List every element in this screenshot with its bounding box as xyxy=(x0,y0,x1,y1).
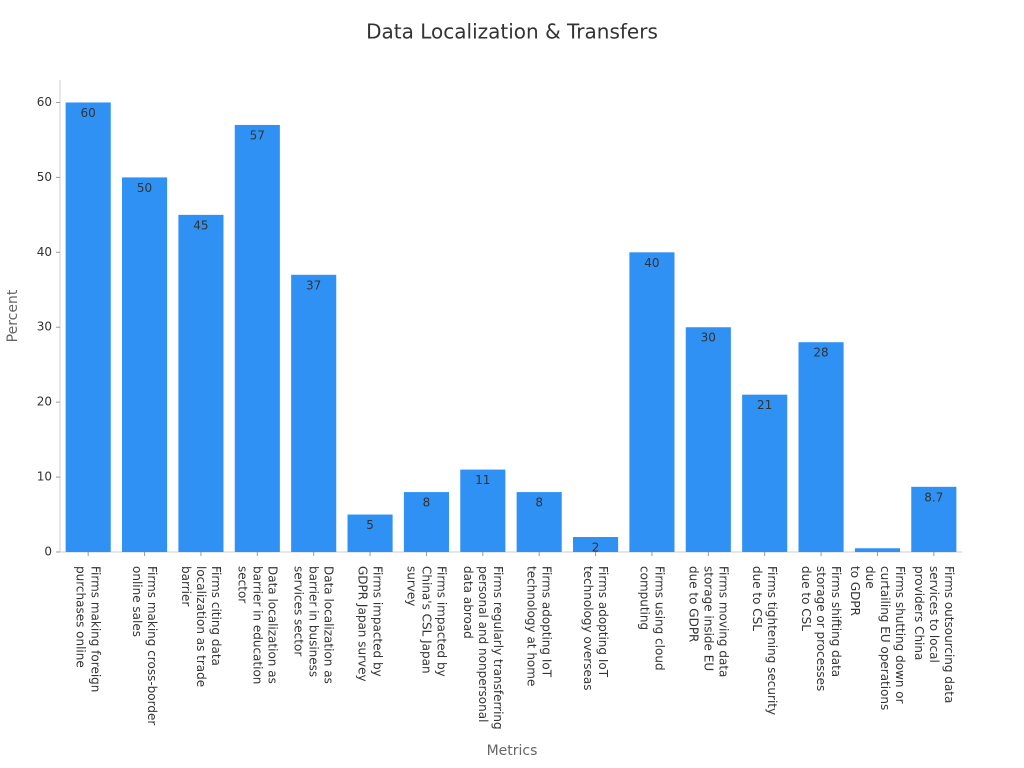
bar xyxy=(65,102,111,552)
x-tick-label: Data localization asbarrier in education… xyxy=(236,566,280,684)
x-tick-label: Firms impacted byChina's CSL Japansurvey xyxy=(405,566,449,677)
x-tick-label: Firms making cross-borderonline sales xyxy=(131,566,160,725)
bar xyxy=(685,327,731,552)
x-tick-label: Firms shutting down orcurtailing EU oper… xyxy=(848,566,907,710)
x-tick-label: Firms making foreignpurchases online xyxy=(74,566,103,692)
chart-title: Data Localization & Transfers xyxy=(366,20,658,44)
bar xyxy=(742,394,788,552)
bar xyxy=(854,548,900,552)
x-tick-label: Firms citing datalocalization as tradeba… xyxy=(179,566,223,687)
data-label: 8 xyxy=(535,496,543,510)
y-tick-label: 60 xyxy=(37,95,52,109)
bar xyxy=(291,274,337,552)
bar xyxy=(911,486,957,552)
data-label: 50 xyxy=(137,181,152,195)
bar xyxy=(798,342,844,552)
bar xyxy=(516,492,562,552)
data-label: 8 xyxy=(423,496,431,510)
bar xyxy=(178,214,224,552)
y-tick-label: 0 xyxy=(44,545,52,559)
y-tick-label: 20 xyxy=(37,395,52,409)
x-tick-label: Firms shifting datastorage or processesd… xyxy=(800,566,844,691)
data-label: 57 xyxy=(250,128,265,142)
x-tick-label: Firms adopting IoTtechnology at home xyxy=(525,566,554,686)
bar xyxy=(234,124,280,552)
data-label: 60 xyxy=(81,106,96,120)
x-tick-label: Firms adopting IoTtechnology overseas xyxy=(582,566,611,690)
y-axis-title: Percent xyxy=(5,289,21,342)
data-label: 30 xyxy=(701,331,716,345)
x-tick-label: Firms regularly transferringpersonal and… xyxy=(461,566,505,730)
x-axis-title: Metrics xyxy=(487,743,538,759)
data-label: 37 xyxy=(306,278,321,292)
data-label: 45 xyxy=(193,218,208,232)
x-tick-label: Firms impacted byGDPR Japan survey xyxy=(356,566,385,682)
data-label: 11 xyxy=(475,473,490,487)
data-label: 2 xyxy=(592,541,600,555)
bar xyxy=(629,252,675,553)
bar xyxy=(403,492,449,552)
bar xyxy=(347,514,393,552)
bar xyxy=(460,469,506,552)
x-tick-label: Firms outsourcing dataservices to localp… xyxy=(912,566,956,703)
y-tick-label: 40 xyxy=(37,245,52,259)
bar xyxy=(122,177,168,552)
x-tick-label: Firms moving datastorage inside EUdue to… xyxy=(687,566,731,677)
data-label: 21 xyxy=(757,398,772,412)
data-label: 40 xyxy=(644,256,659,270)
data-label: 8.7 xyxy=(924,490,943,504)
y-tick-label: 50 xyxy=(37,170,52,184)
x-tick-label: Firms using cloudcomputing xyxy=(638,566,667,671)
y-tick-label: 10 xyxy=(37,470,52,484)
y-tick-label: 30 xyxy=(37,320,52,334)
data-label: 5 xyxy=(366,518,374,532)
x-tick-label: Data localization asbarrier in businesss… xyxy=(292,566,336,684)
bar xyxy=(573,537,619,552)
x-tick-label: Firms tightening securitydue to CSL xyxy=(751,566,780,715)
data-label: 28 xyxy=(813,346,828,360)
